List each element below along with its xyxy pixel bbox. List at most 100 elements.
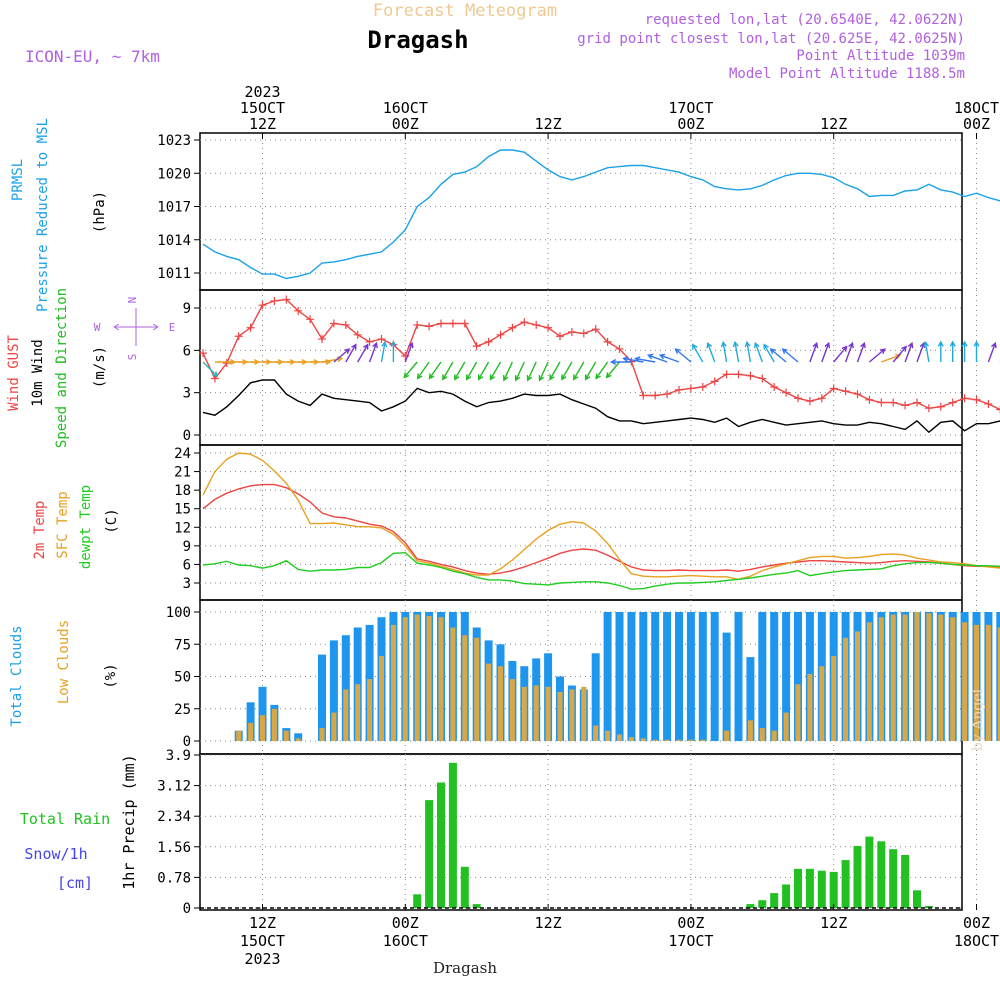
wind-arrow <box>442 361 454 381</box>
wind-arrow <box>987 341 997 363</box>
wind-arrow-head <box>372 341 378 349</box>
bar-low-clouds <box>902 614 908 741</box>
bar-total-clouds <box>770 612 779 741</box>
wind-arrow-shaft <box>403 361 418 378</box>
bar-low-clouds <box>652 739 658 741</box>
panel-label: Speed and Direction <box>54 288 70 448</box>
wind-arrow-shaft <box>606 361 621 378</box>
wind-arrow-shaft <box>489 361 502 380</box>
y-tick-label: 2.34 <box>157 809 191 825</box>
bar-low-clouds <box>236 730 242 741</box>
wind-arrow-head <box>674 348 681 355</box>
bar-total-clouds <box>675 612 683 741</box>
wind-arrow <box>961 340 968 362</box>
wind-arrow-head <box>605 372 612 379</box>
product-title: Forecast Meteogram <box>373 1 557 21</box>
gust-marker <box>889 398 898 407</box>
wind-arrow-shaft <box>675 348 692 363</box>
gust-marker <box>841 387 850 396</box>
gust-marker <box>579 329 588 338</box>
gust-marker <box>556 332 564 341</box>
wind-arrow-shaft <box>782 348 799 363</box>
y-tick-label: 24 <box>174 446 191 462</box>
panel-wind: 0 3 6 9 <box>183 289 1000 446</box>
wind-arrow-head <box>754 341 760 349</box>
wind-arrow-head <box>549 374 555 381</box>
gust-marker <box>972 395 981 404</box>
wind-arrow-shaft <box>763 344 775 363</box>
y-tick-label: 6 <box>183 557 191 573</box>
bar-low-clouds <box>926 613 932 741</box>
time-label-top: 00Z <box>677 115 704 133</box>
bar-low-clouds <box>950 617 956 741</box>
gust-marker <box>984 399 993 408</box>
wind-arrow <box>732 340 740 363</box>
wind-arrow-head <box>692 343 698 350</box>
gust-marker <box>663 390 672 399</box>
panel-label: Total Rain <box>20 810 110 828</box>
bar-low-clouds <box>783 712 789 741</box>
y-tick-label: 0 <box>183 901 191 917</box>
bar-low-clouds <box>509 679 515 741</box>
gust-marker <box>544 323 553 332</box>
wind-arrow-shaft <box>707 342 716 363</box>
wind-arrow <box>781 348 799 363</box>
wind-arrow-shaft <box>916 342 925 363</box>
bar-total-rain <box>901 855 910 908</box>
wind-arrow-head <box>901 345 907 352</box>
wind-arrow-head <box>502 375 509 382</box>
bar-total-clouds <box>663 612 672 741</box>
y-tick-label: 3.9 <box>166 748 191 764</box>
wind-arrow <box>416 361 430 380</box>
gust-marker <box>639 391 648 400</box>
gust-marker <box>520 318 529 327</box>
bar-total-rain <box>805 868 814 908</box>
y-tick-label: 15 <box>174 502 191 518</box>
gust-marker <box>508 323 517 332</box>
wind-arrow <box>489 361 502 381</box>
wind-arrow-shaft <box>692 344 704 363</box>
panel-label: Snow/1h <box>24 845 87 863</box>
compass-e: E <box>169 321 176 334</box>
wind-arrow-head <box>907 341 914 349</box>
gust-marker <box>496 330 505 339</box>
wind-arrow <box>973 340 980 362</box>
wind-arrow-shaft <box>466 361 478 380</box>
wind-arrow-head <box>477 374 484 381</box>
bar-low-clouds <box>533 685 539 741</box>
wind-arrow-head <box>812 341 819 349</box>
wind-arrow <box>514 361 525 382</box>
gust-marker <box>734 370 743 379</box>
bar-total-clouds <box>639 612 648 741</box>
wind-arrow <box>454 361 466 381</box>
wind-arrow-head <box>584 374 591 381</box>
bar-total-rain <box>913 890 921 908</box>
bar-low-clouds <box>367 679 373 741</box>
wind-arrow-shaft <box>442 361 454 380</box>
wind-arrow-shaft <box>202 361 218 377</box>
wind-arrow <box>605 361 621 379</box>
bar-total-clouds <box>734 612 743 741</box>
wind-arrow-shaft <box>477 361 490 380</box>
bar-low-clouds <box>676 739 682 741</box>
wind-arrow <box>502 361 514 382</box>
wind-arrow <box>923 340 930 363</box>
panel-temperature: 3 6 9 12 15 18 21 24 <box>174 444 1000 601</box>
panel-label: (m/s) <box>92 346 108 388</box>
panel-label: Total Clouds <box>9 625 25 726</box>
time-label-bottom: 00Z <box>392 914 419 932</box>
bar-total-clouds <box>722 632 731 741</box>
wind-arrow-shaft <box>746 342 752 363</box>
wind-arrow <box>706 341 716 363</box>
bar-low-clouds <box>664 739 670 741</box>
bar-total-clouds <box>318 654 326 741</box>
wind-arrow <box>609 358 632 366</box>
bar-low-clouds <box>379 655 384 741</box>
y-tick-label: 3 <box>183 576 191 592</box>
gust-marker <box>675 385 683 394</box>
wind-arrow <box>561 361 573 381</box>
gust-marker <box>472 342 481 351</box>
bar-low-clouds <box>283 730 289 741</box>
wind-arrow-head <box>658 353 666 360</box>
